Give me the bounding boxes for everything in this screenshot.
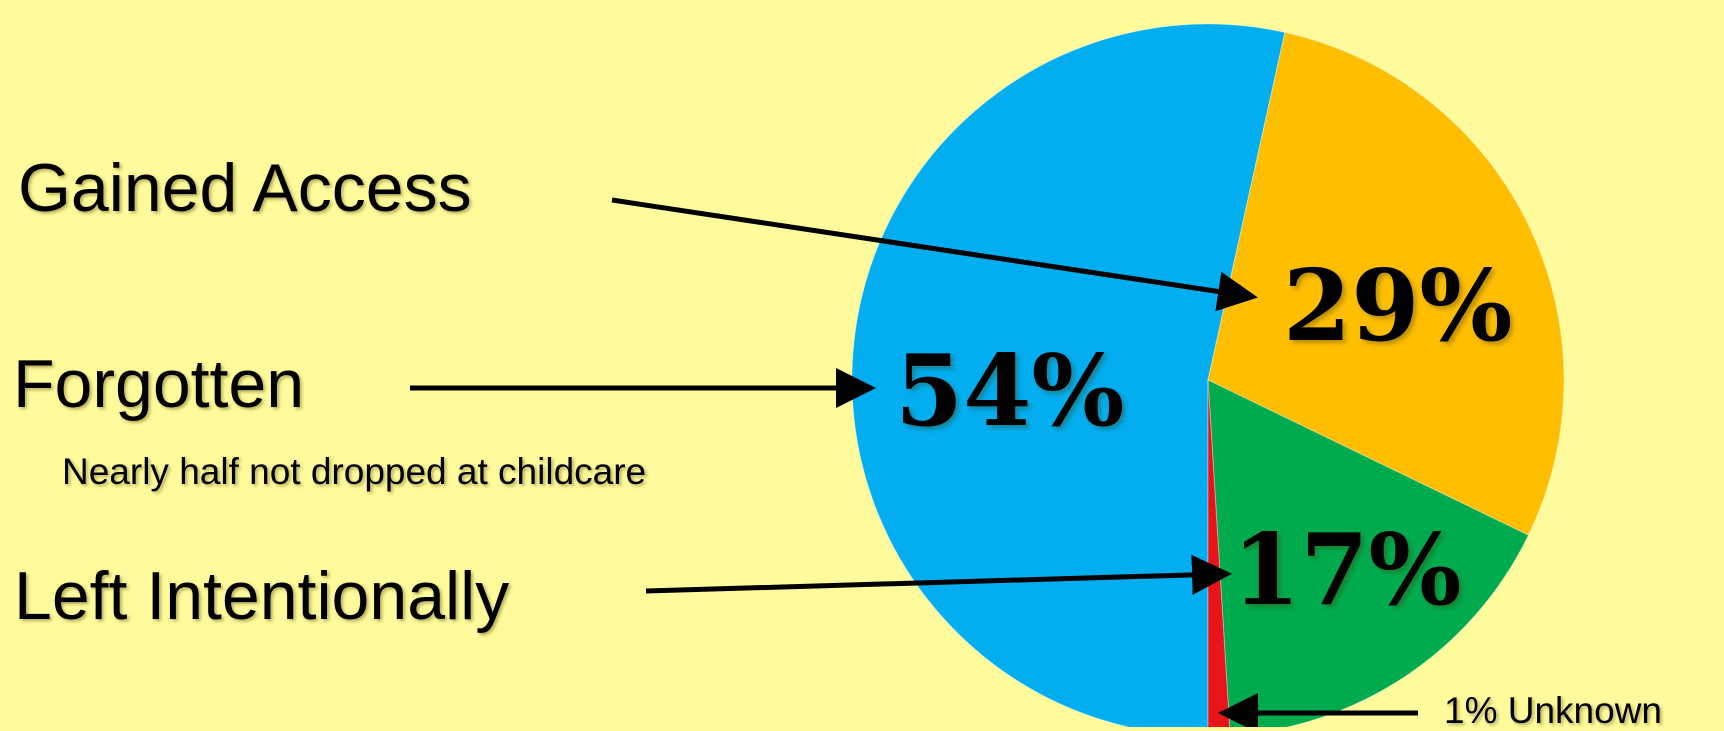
- data-label-forgotten: 54%: [895, 334, 1125, 449]
- data-label-gained-access: 29%: [1283, 249, 1513, 364]
- gained-access-arrow: [611, 197, 1258, 312]
- label-gained-access: Gained Access: [18, 150, 472, 226]
- label-left-intentionally: Left Intentionally: [14, 558, 510, 634]
- data-label-left-intentionally: 17%: [1232, 513, 1462, 628]
- pie-slice-gained-access: [1207, 31, 1565, 536]
- left-intentionally-arrow: [645, 554, 1232, 595]
- annotation-arrows: [410, 197, 1418, 727]
- pie-slice-left-intentionally: [1207, 379, 1530, 727]
- label-forgotten-note: Nearly half not dropped at childcare: [62, 451, 647, 492]
- pie-slice-forgotten: [851, 23, 1286, 727]
- label-forgotten: Forgotten: [13, 346, 305, 422]
- pie-slice-unknown: [1207, 379, 1231, 727]
- pie-slices: [851, 23, 1565, 727]
- label-unknown: 1% Unknown: [1444, 690, 1663, 731]
